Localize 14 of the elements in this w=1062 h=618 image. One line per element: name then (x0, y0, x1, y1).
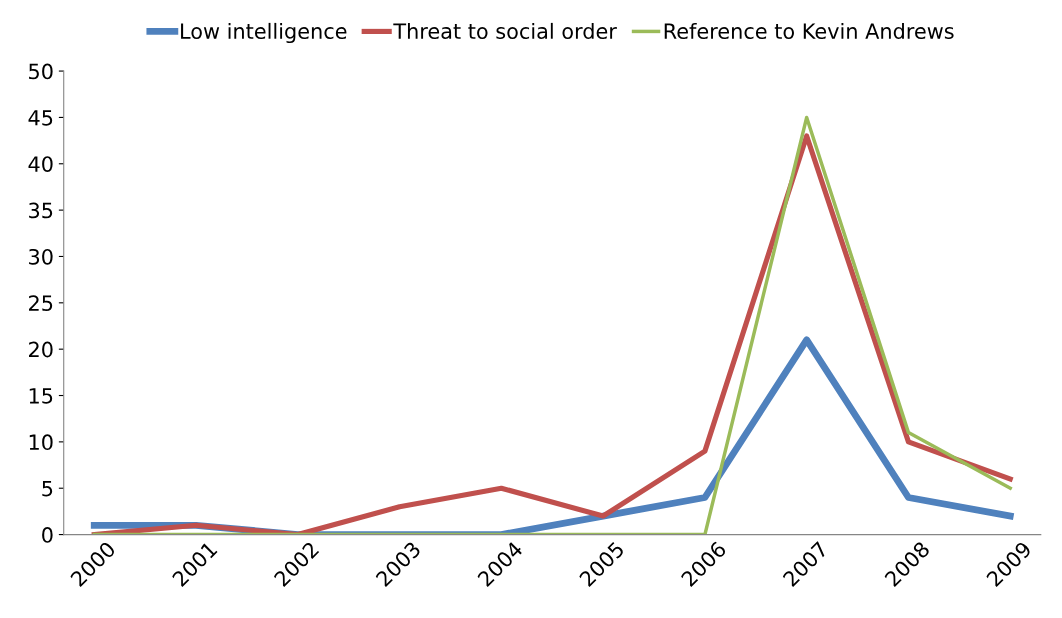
y-tick-label: 35 (29, 202, 53, 219)
y-tick-label: 20 (29, 341, 53, 358)
y-tick-label: 5 (42, 480, 53, 497)
y-tick-label: 45 (28, 110, 53, 126)
y-tick-label: 25 (29, 295, 53, 312)
y-tick-label: 10 (29, 434, 53, 451)
legend-label: Threat to social order (393, 22, 617, 40)
legend-label: Low intelligence (181, 22, 347, 44)
y-tick-label: 40 (28, 156, 53, 172)
legend-label: Reference to Kevin Andrews (664, 22, 954, 40)
y-tick-label: 0 (42, 527, 53, 543)
y-tick-label: 30 (29, 248, 53, 265)
y-tick-label: 15 (29, 388, 53, 404)
y-tick-label: 50 (29, 63, 53, 80)
